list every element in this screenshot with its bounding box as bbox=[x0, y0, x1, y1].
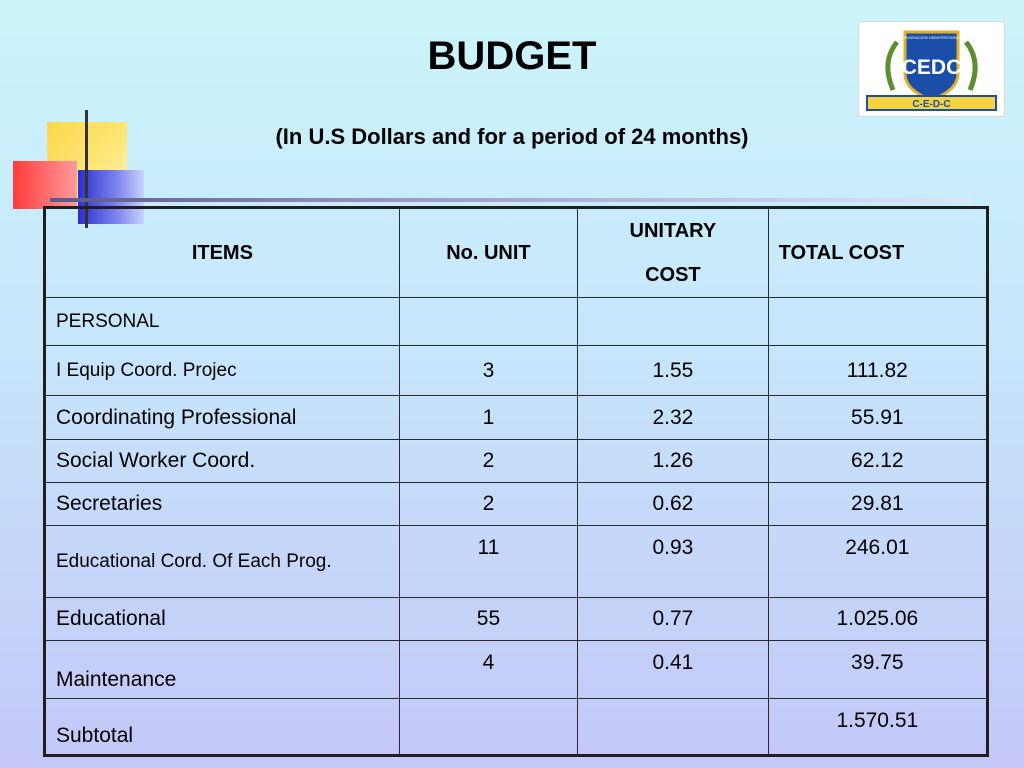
row-item: Subtotal bbox=[44, 698, 400, 756]
row-units bbox=[398, 297, 579, 346]
page-subtitle: (In U.S Dollars and for a period of 24 m… bbox=[275, 124, 749, 149]
row-item: Educational Cord. Of Each Prog. bbox=[44, 525, 400, 598]
row-total bbox=[767, 297, 989, 346]
row-item: Educational bbox=[44, 597, 400, 641]
row-total: 246.01 bbox=[767, 525, 989, 598]
row-item: I Equip Coord. Projec bbox=[44, 345, 400, 396]
row-total: 111.82 bbox=[767, 345, 989, 396]
row-unitary: 0.93 bbox=[577, 525, 769, 598]
header-items: ITEMS bbox=[44, 207, 400, 298]
row-units: 3 bbox=[398, 345, 579, 396]
table-row: Subtotal 1.570.51 bbox=[44, 698, 989, 756]
row-unitary: 0.41 bbox=[577, 640, 769, 699]
row-total: 62.12 bbox=[767, 439, 989, 483]
row-unitary: 2.32 bbox=[577, 395, 769, 440]
table-row: Educational 55 0.77 1.025.06 bbox=[44, 597, 989, 641]
row-item: PERSONAL bbox=[44, 297, 400, 346]
row-total: 55.91 bbox=[767, 395, 989, 440]
row-unitary bbox=[577, 297, 769, 346]
row-total: 1.025.06 bbox=[767, 597, 989, 641]
logo-center-text: CEDC bbox=[902, 56, 962, 79]
row-units: 55 bbox=[398, 597, 579, 641]
cedc-logo: FUNDACION UNIVERSITARIA CEDC C-E-D-C bbox=[858, 21, 1005, 117]
table-header-row: ITEMS No. UNIT UNITARY COST TOTAL COST bbox=[44, 207, 989, 298]
row-item: Social Worker Coord. bbox=[44, 439, 400, 483]
table-row: Coordinating Professional 1 2.32 55.91 bbox=[44, 395, 989, 440]
header-units: No. UNIT bbox=[398, 207, 579, 298]
table-row: I Equip Coord. Projec 3 1.55 111.82 bbox=[44, 345, 989, 396]
row-units: 2 bbox=[398, 439, 579, 483]
table-row: Maintenance 4 0.41 39.75 bbox=[44, 640, 989, 699]
row-item: Coordinating Professional bbox=[44, 395, 400, 440]
row-total: 29.81 bbox=[767, 482, 989, 526]
row-unitary bbox=[577, 698, 769, 756]
row-unitary: 0.77 bbox=[577, 597, 769, 641]
table-row: Social Worker Coord. 2 1.26 62.12 bbox=[44, 439, 989, 483]
page-title: BUDGET bbox=[427, 34, 597, 78]
cedc-logo-emblem: FUNDACION UNIVERSITARIA CEDC C-E-D-C bbox=[866, 30, 997, 111]
table-row: Secretaries 2 0.62 29.81 bbox=[44, 482, 989, 526]
row-unitary: 1.26 bbox=[577, 439, 769, 483]
decor-vertical-line bbox=[85, 110, 88, 228]
row-unitary: 0.62 bbox=[577, 482, 769, 526]
row-total: 1.570.51 bbox=[767, 698, 989, 756]
row-item: Secretaries bbox=[44, 482, 400, 526]
row-units: 4 bbox=[398, 640, 579, 699]
row-units: 2 bbox=[398, 482, 579, 526]
logo-banner-text: C-E-D-C bbox=[912, 99, 950, 110]
table-row: PERSONAL bbox=[44, 297, 989, 346]
header-total-cost: TOTAL COST bbox=[767, 207, 989, 298]
row-units: 11 bbox=[398, 525, 579, 598]
logo-top-text: FUNDACION UNIVERSITARIA bbox=[904, 35, 960, 40]
budget-table: ITEMS No. UNIT UNITARY COST TOTAL COST P… bbox=[43, 206, 989, 757]
decor-horizontal-line bbox=[50, 198, 970, 202]
row-item: Maintenance bbox=[44, 640, 400, 699]
header-unitary-cost: UNITARY COST bbox=[577, 207, 769, 298]
row-unitary: 1.55 bbox=[577, 345, 769, 396]
row-units: 1 bbox=[398, 395, 579, 440]
header-unitary-line1: UNITARY bbox=[629, 220, 717, 242]
header-unitary-line2: COST bbox=[645, 264, 701, 286]
row-units bbox=[398, 698, 579, 756]
table-row: Educational Cord. Of Each Prog. 11 0.93 … bbox=[44, 525, 989, 598]
row-total: 39.75 bbox=[767, 640, 989, 699]
